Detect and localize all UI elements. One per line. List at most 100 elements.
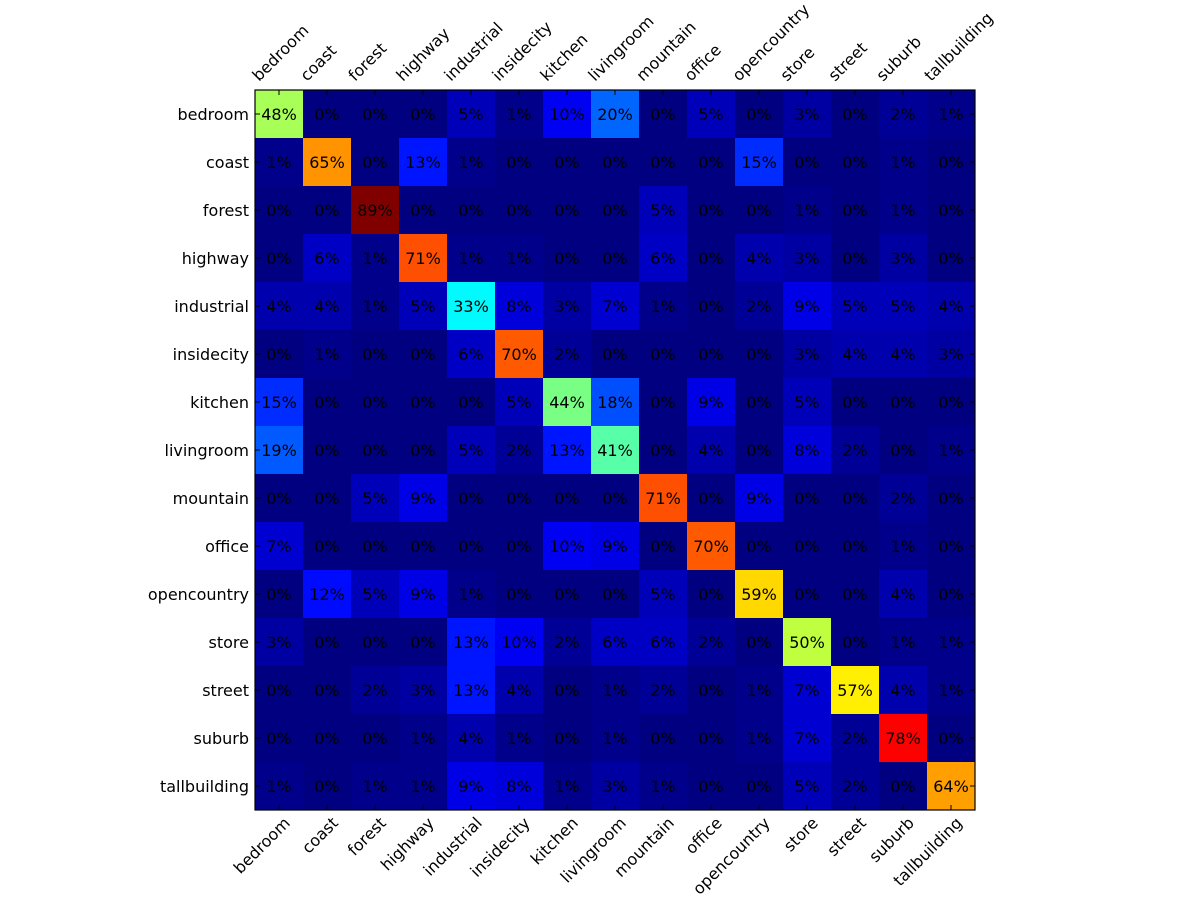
heatmap-cell	[351, 666, 400, 715]
heatmap-cell	[639, 186, 688, 235]
heatmap-cell	[783, 618, 832, 667]
heatmap-cell	[255, 666, 304, 715]
heatmap-cell	[591, 234, 640, 283]
cell-value-label: 7%	[266, 537, 291, 556]
cell-value-label: 0%	[314, 489, 339, 508]
heatmap-cell	[735, 282, 784, 331]
cell-value-label: 64%	[933, 777, 969, 796]
heatmap-cell	[879, 138, 928, 187]
cell-value-label: 8%	[794, 441, 819, 460]
heatmap-cell	[351, 186, 400, 235]
cell-value-label: 0%	[794, 537, 819, 556]
cell-value-label: 0%	[794, 585, 819, 604]
cell-value-label: 4%	[890, 585, 915, 604]
heatmap-cell	[255, 138, 304, 187]
heatmap-cell	[831, 762, 880, 811]
cell-value-label: 5%	[794, 777, 819, 796]
cell-value-label: 1%	[458, 585, 483, 604]
heatmap-cell	[351, 138, 400, 187]
heatmap-cell	[543, 234, 592, 283]
heatmap-cell	[783, 426, 832, 475]
heatmap-cell	[495, 282, 544, 331]
cell-value-label: 0%	[554, 729, 579, 748]
cell-value-label: 0%	[650, 537, 675, 556]
cell-value-label: 1%	[362, 249, 387, 268]
cell-value-label: 50%	[789, 633, 825, 652]
cell-value-label: 1%	[938, 633, 963, 652]
heatmap-cell	[831, 234, 880, 283]
cell-value-label: 0%	[554, 249, 579, 268]
cell-value-label: 1%	[650, 297, 675, 316]
heatmap-cell	[399, 474, 448, 523]
heatmap-cell	[687, 522, 736, 571]
y-tick-label: highway	[182, 249, 249, 268]
heatmap-cell	[783, 570, 832, 619]
cell-value-label: 5%	[794, 393, 819, 412]
cell-value-label: 0%	[890, 777, 915, 796]
heatmap-cell	[495, 714, 544, 763]
heatmap-cell	[303, 474, 352, 523]
cell-value-label: 1%	[746, 729, 771, 748]
cell-value-label: 0%	[266, 249, 291, 268]
heatmap-cell	[255, 90, 304, 139]
cell-value-label: 1%	[362, 297, 387, 316]
cell-value-label: 41%	[597, 441, 633, 460]
cell-value-label: 0%	[554, 681, 579, 700]
cell-value-label: 65%	[309, 153, 345, 172]
cell-value-label: 5%	[458, 441, 483, 460]
heatmap-cell	[591, 522, 640, 571]
heatmap-cell	[879, 186, 928, 235]
heatmap-cell	[447, 618, 496, 667]
cell-value-label: 0%	[698, 153, 723, 172]
y-axis-tick-labels: bedroom coast forest highway industrial insid…	[148, 105, 249, 796]
cell-value-label: 0%	[698, 681, 723, 700]
cell-value-label: 3%	[794, 345, 819, 364]
cell-value-label: 5%	[362, 489, 387, 508]
heatmap-cell	[591, 714, 640, 763]
heatmap-cell	[687, 618, 736, 667]
heatmap-cell	[255, 618, 304, 667]
cell-value-label: 2%	[842, 441, 867, 460]
heatmap-cell	[735, 666, 784, 715]
heatmap-cell	[495, 618, 544, 667]
cell-value-label: 1%	[890, 201, 915, 220]
cell-value-label: 0%	[410, 633, 435, 652]
cell-value-label: 7%	[602, 297, 627, 316]
cell-value-label: 0%	[842, 249, 867, 268]
cell-value-label: 0%	[362, 441, 387, 460]
cell-value-label: 5%	[362, 585, 387, 604]
heatmap-cell	[399, 762, 448, 811]
cell-value-label: 4%	[698, 441, 723, 460]
y-tick-label: street	[202, 681, 249, 700]
heatmap-cell	[927, 90, 976, 139]
heatmap-cell	[447, 138, 496, 187]
cell-value-label: 2%	[554, 345, 579, 364]
cell-value-label: 0%	[938, 249, 963, 268]
heatmap-cell	[303, 522, 352, 571]
cell-value-label: 0%	[554, 201, 579, 220]
heatmap-cell	[591, 618, 640, 667]
heatmap-cell	[303, 378, 352, 427]
heatmap-cell	[447, 474, 496, 523]
heatmap-cell	[879, 378, 928, 427]
cell-value-label: 1%	[266, 153, 291, 172]
y-tick-label: coast	[206, 153, 249, 172]
heatmap-cell	[831, 522, 880, 571]
heatmap-cell	[687, 666, 736, 715]
heatmap-cell	[783, 474, 832, 523]
cell-value-label: 0%	[266, 585, 291, 604]
heatmap-cell	[399, 234, 448, 283]
heatmap-cell	[303, 426, 352, 475]
heatmap-cell	[543, 618, 592, 667]
cell-value-label: 10%	[549, 105, 585, 124]
heatmap-cell	[255, 522, 304, 571]
cell-value-label: 20%	[597, 105, 633, 124]
cell-value-label: 0%	[314, 681, 339, 700]
heatmap-cell	[399, 714, 448, 763]
cell-value-label: 2%	[890, 489, 915, 508]
heatmap-cell	[879, 330, 928, 379]
cell-value-label: 0%	[842, 489, 867, 508]
cell-value-label: 0%	[266, 729, 291, 748]
heatmap-cell	[447, 234, 496, 283]
cell-value-label: 7%	[794, 729, 819, 748]
